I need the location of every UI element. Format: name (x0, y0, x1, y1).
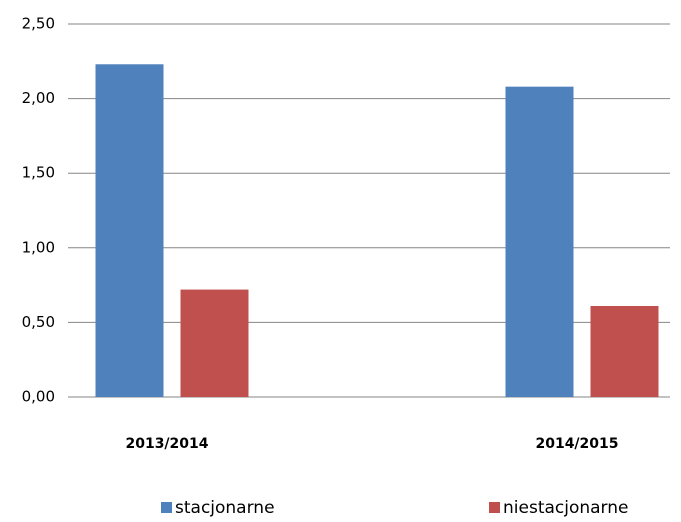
bar (95, 64, 164, 397)
legend-swatch (161, 502, 172, 513)
y-tick-label: 1,50 (22, 164, 55, 182)
bar (180, 289, 249, 397)
bar (590, 305, 659, 397)
bar (505, 86, 574, 397)
legend-swatch (489, 502, 500, 513)
y-tick-label: 2,50 (22, 15, 55, 33)
y-tick-label: 2,00 (22, 89, 55, 107)
y-tick-label: 0,00 (22, 388, 55, 406)
legend-label: stacjonarne (175, 498, 275, 518)
legend-label: niestacjonarne (503, 498, 628, 518)
y-tick-label: 0,50 (22, 313, 55, 331)
x-tick-label: 2014/2015 (535, 436, 618, 452)
x-tick-label: 2013/2014 (125, 436, 208, 452)
y-tick-label: 1,00 (22, 238, 55, 256)
